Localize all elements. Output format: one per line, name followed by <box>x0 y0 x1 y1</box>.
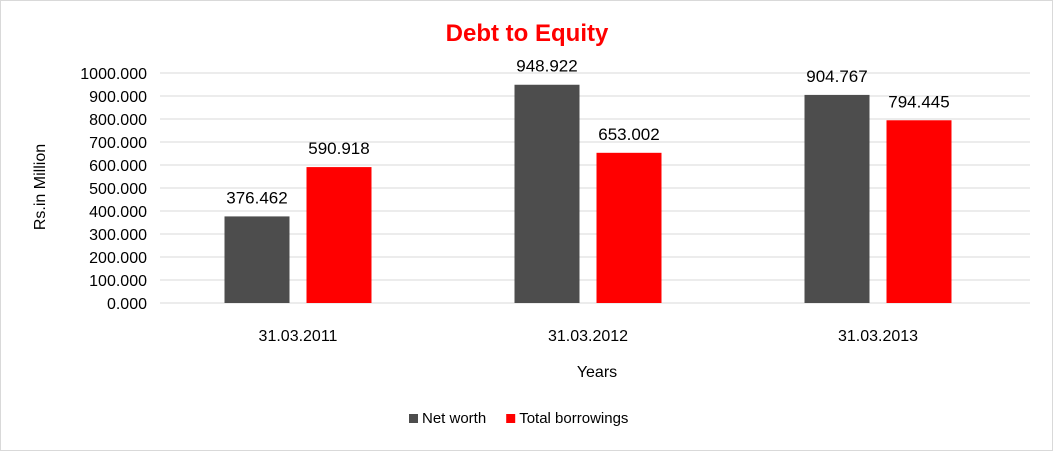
y-tick-label: 500.000 <box>89 181 147 198</box>
y-axis-ticks: 0.000 100.000 200.000 300.000 400.000 500.000… <box>80 66 147 313</box>
bar <box>886 120 952 303</box>
data-label: 904.767 <box>806 67 867 86</box>
y-tick-label: 100.000 <box>89 273 147 290</box>
y-tick-label: 600.000 <box>89 158 147 175</box>
gridlines <box>160 72 1030 304</box>
y-tick-label: 300.000 <box>89 227 147 244</box>
x-tick-label: 31.03.2012 <box>548 328 628 345</box>
legend-swatch <box>506 414 516 423</box>
legend: Net worth Total borrowings <box>409 410 628 427</box>
data-label: 590.918 <box>308 139 369 158</box>
y-tick-label: 900.000 <box>89 89 147 106</box>
legend-label: Net worth <box>422 410 486 427</box>
y-axis-title: Rs.in Million <box>32 144 49 230</box>
chart-title: Debt to Equity <box>446 20 609 47</box>
bar <box>514 84 580 303</box>
bar <box>224 216 290 303</box>
bar <box>804 94 870 303</box>
bar <box>596 152 662 303</box>
data-label: 653.002 <box>598 125 659 144</box>
bar <box>306 167 372 303</box>
data-label: 376.462 <box>226 188 287 207</box>
legend-swatch <box>409 414 418 423</box>
x-axis-title: Years <box>577 364 617 381</box>
x-axis-ticks: 31.03.2011 31.03.2012 31.03.2013 <box>259 328 919 345</box>
data-label: 794.445 <box>888 92 949 111</box>
y-tick-label: 200.000 <box>89 250 147 267</box>
bars: 376.462 590.918 948.922 653.002 904.767 794.4… <box>224 57 952 303</box>
legend-label: Total borrowings <box>519 410 628 427</box>
y-tick-label: 1000.000 <box>80 66 147 83</box>
data-label: 948.922 <box>516 57 577 76</box>
x-tick-label: 31.03.2013 <box>838 328 918 345</box>
y-tick-label: 700.000 <box>89 135 147 152</box>
x-tick-label: 31.03.2011 <box>259 328 338 345</box>
y-tick-label: 400.000 <box>89 204 147 221</box>
y-tick-label: 800.000 <box>89 112 147 129</box>
y-tick-label: 0.000 <box>107 296 147 313</box>
